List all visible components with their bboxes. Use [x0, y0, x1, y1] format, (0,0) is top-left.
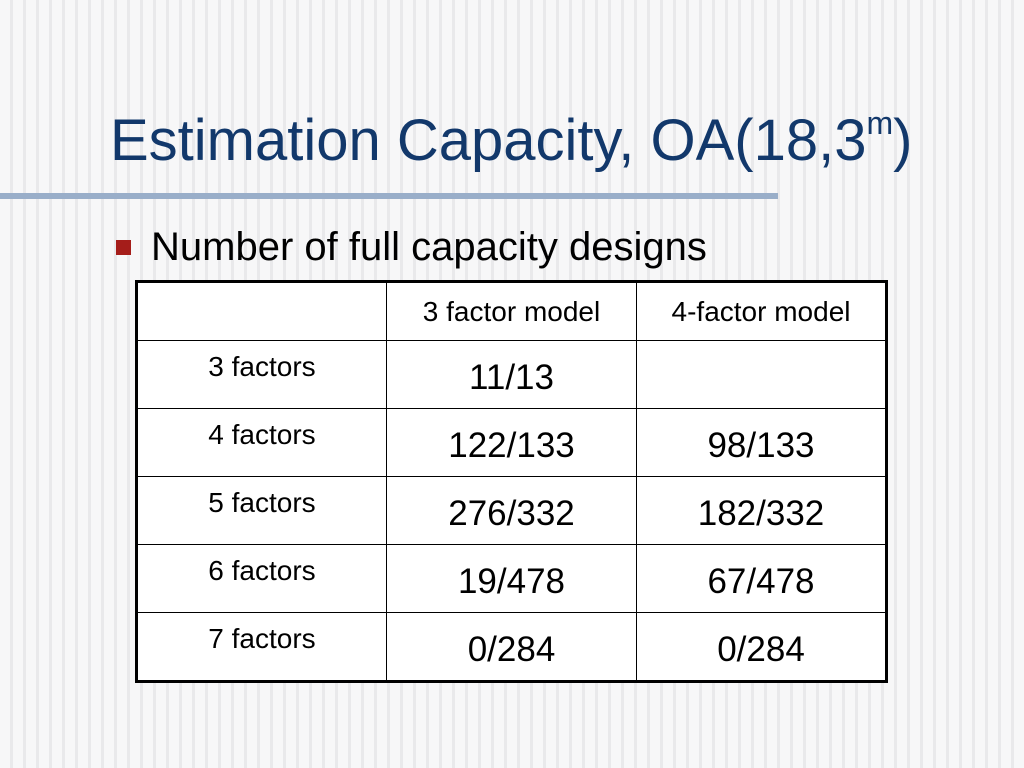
bullet-item: Number of full capacity designs: [116, 222, 707, 272]
slide-title: Estimation Capacity, OA(18,3m): [110, 106, 912, 176]
table-cell: 122/133: [386, 408, 637, 477]
table-row-label: 6 factors: [136, 544, 387, 613]
table-row-label: 3 factors: [136, 340, 387, 409]
slide-title-main: Estimation Capacity, OA(18,3: [110, 108, 867, 173]
table-cell: 19/478: [386, 544, 637, 613]
table-cell: [636, 340, 887, 409]
table-cell: 182/332: [636, 476, 887, 545]
table-cell: 276/332: [386, 476, 637, 545]
capacity-table: 3 factor model 4-factor model 3 factors …: [135, 280, 888, 683]
table-header-4-factor-model: 4-factor model: [636, 281, 887, 341]
table-row: 5 factors 276/332 182/332: [136, 476, 887, 545]
table-row-label: 4 factors: [136, 408, 387, 477]
table-header-3-factor-model: 3 factor model: [386, 281, 637, 341]
table-row-label: 7 factors: [136, 612, 387, 682]
table-cell: 0/284: [386, 612, 637, 682]
table-header-cell-empty: [136, 281, 387, 341]
slide-title-end: ): [893, 108, 913, 173]
title-underline-rule: [0, 193, 778, 199]
table-row-label: 5 factors: [136, 476, 387, 545]
table-row: 3 factors 11/13: [136, 340, 887, 409]
table-cell: 11/13: [386, 340, 637, 409]
table-cell: 98/133: [636, 408, 887, 477]
table-row: 4 factors 122/133 98/133: [136, 408, 887, 477]
bullet-text: Number of full capacity designs: [151, 224, 707, 269]
square-bullet-icon: [116, 239, 131, 255]
table-row: 6 factors 19/478 67/478: [136, 544, 887, 613]
table-cell: 0/284: [636, 612, 887, 682]
table-cell: 67/478: [636, 544, 887, 613]
table-row: 7 factors 0/284 0/284: [136, 612, 887, 682]
table-header-row: 3 factor model 4-factor model: [136, 281, 887, 341]
slide-title-superscript: m: [866, 104, 894, 141]
